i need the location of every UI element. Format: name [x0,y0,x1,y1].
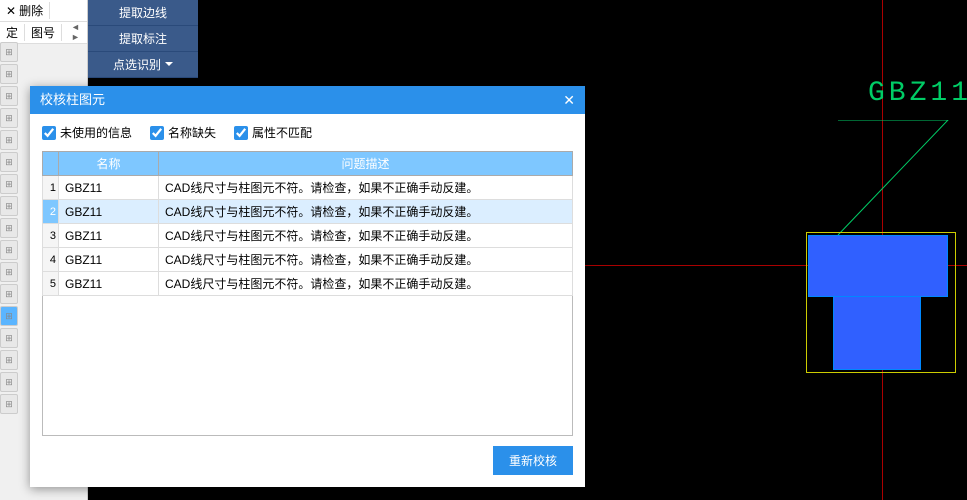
leader-line [833,120,953,240]
stub-item[interactable]: ⊞ [0,394,18,414]
row-index: 3 [43,224,59,248]
chk-attr-mismatch-label: 属性不匹配 [252,124,312,141]
stub-item[interactable]: ⊞ [0,262,18,282]
filter-checkboxes: 未使用的信息 名称缺失 属性不匹配 [42,124,573,141]
table-row[interactable]: 5GBZ11CAD线尺寸与柱图元不符。请检查，如果不正确手动反建。 [43,272,573,296]
table-row[interactable]: 2GBZ11CAD线尺寸与柱图元不符。请检查，如果不正确手动反建。 [43,200,573,224]
stub-item[interactable]: ⊞ [0,350,18,370]
point-recognize-button[interactable]: 点选识别 [88,52,198,78]
stub-item[interactable]: ⊞ [0,240,18,260]
row-index: 2 [43,200,59,224]
issues-table: 名称 问题描述 1GBZ11CAD线尺寸与柱图元不符。请检查，如果不正确手动反建… [42,151,573,296]
stub-item[interactable]: ⊞ [0,284,18,304]
row-name: GBZ11 [59,224,159,248]
table-row[interactable]: 1GBZ11CAD线尺寸与柱图元不符。请检查，如果不正确手动反建。 [43,176,573,200]
element-label: GBZ11 [868,78,967,109]
stub-item[interactable]: ⊞ [0,218,18,238]
ribbon-panel: 提取边线 提取标注 点选识别 [88,0,198,78]
stub-item[interactable]: ⊞ [0,86,18,106]
row-name: GBZ11 [59,272,159,296]
stub-item[interactable]: ⊞ [0,328,18,348]
delete-label: 删除 [19,2,43,19]
row-desc: CAD线尺寸与柱图元不符。请检查，如果不正确手动反建。 [159,224,573,248]
chk-unused-input[interactable] [42,126,56,140]
check-dialog: 校核柱图元 ✕ 未使用的信息 名称缺失 属性不匹配 名称 问题描述 1GBZ11… [30,86,585,487]
stub-item[interactable]: ⊞ [0,42,18,62]
chk-unused[interactable]: 未使用的信息 [42,124,132,141]
extract-edge-button[interactable]: 提取边线 [88,0,198,26]
dialog-title-text: 校核柱图元 [40,86,105,114]
table-empty-area [42,296,573,436]
delete-button[interactable]: ✕ 删除 [0,2,50,19]
stub-item[interactable]: ⊞ [0,152,18,172]
row-index: 5 [43,272,59,296]
tuhao-button[interactable]: 图号 [25,24,62,41]
column-shape-top[interactable] [808,235,948,297]
row-desc: CAD线尺寸与柱图元不符。请检查，如果不正确手动反建。 [159,248,573,272]
chk-missing-name-label: 名称缺失 [168,124,216,141]
row-name: GBZ11 [59,248,159,272]
extract-annot-button[interactable]: 提取标注 [88,26,198,52]
stub-item[interactable]: ⊞ [0,174,18,194]
delete-icon: ✕ [6,4,16,18]
col-name[interactable]: 名称 [59,152,159,176]
stub-item[interactable]: ⊞ [0,196,18,216]
stub-item-active[interactable]: ⊞ [0,306,18,326]
table-row[interactable]: 3GBZ11CAD线尺寸与柱图元不符。请检查，如果不正确手动反建。 [43,224,573,248]
row-index: 4 [43,248,59,272]
chk-missing-name-input[interactable] [150,126,164,140]
dialog-titlebar[interactable]: 校核柱图元 ✕ [30,86,585,114]
row-name: GBZ11 [59,176,159,200]
chk-attr-mismatch-input[interactable] [234,126,248,140]
stub-item[interactable]: ⊞ [0,130,18,150]
row-desc: CAD线尺寸与柱图元不符。请检查，如果不正确手动反建。 [159,176,573,200]
close-icon[interactable]: ✕ [563,86,575,114]
row-desc: CAD线尺寸与柱图元不符。请检查，如果不正确手动反建。 [159,272,573,296]
table-row[interactable]: 4GBZ11CAD线尺寸与柱图元不符。请检查，如果不正确手动反建。 [43,248,573,272]
stub-item[interactable]: ⊞ [0,64,18,84]
chk-unused-label: 未使用的信息 [60,124,132,141]
scroll-arrows[interactable]: ◄► [71,22,85,42]
ding-button[interactable]: 定 [0,24,25,41]
chk-attr-mismatch[interactable]: 属性不匹配 [234,124,312,141]
row-name: GBZ11 [59,200,159,224]
col-desc[interactable]: 问题描述 [159,152,573,176]
recheck-button[interactable]: 重新校核 [493,446,573,475]
chk-missing-name[interactable]: 名称缺失 [150,124,216,141]
side-panel-stubs: ⊞ ⊞ ⊞ ⊞ ⊞ ⊞ ⊞ ⊞ ⊞ ⊞ ⊞ ⊞ ⊞ ⊞ ⊞ ⊞ ⊞ [0,40,20,500]
col-index [43,152,59,176]
row-index: 1 [43,176,59,200]
stub-item[interactable]: ⊞ [0,108,18,128]
stub-item[interactable]: ⊞ [0,372,18,392]
row-desc: CAD线尺寸与柱图元不符。请检查，如果不正确手动反建。 [159,200,573,224]
